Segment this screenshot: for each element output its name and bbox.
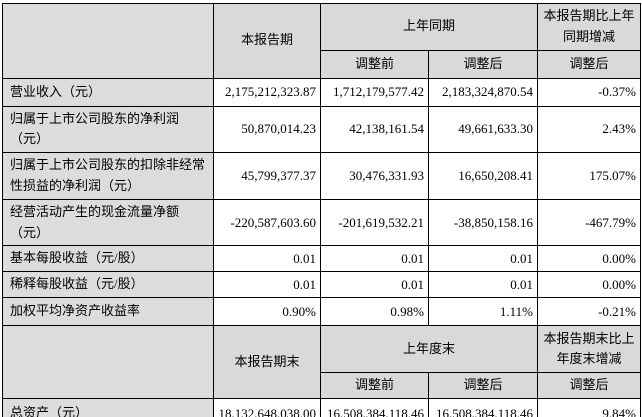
- cell-current: 45,799,377.37: [213, 152, 321, 200]
- cell-change: -0.21%: [537, 297, 642, 327]
- cell-current: 2,175,212,323.87: [213, 77, 321, 107]
- table-row-net-profit: 归属于上市公司股东的净利润（元） 50,870,014.23 42,138,16…: [2, 105, 642, 154]
- row-label: 归属于上市公司股东的净利润（元）: [2, 105, 214, 154]
- table-row-diluted-eps: 稀释每股收益（元/股） 0.01 0.01 0.01 0.00%: [2, 271, 642, 299]
- cell-change: -0.37%: [537, 77, 642, 107]
- subheader-after-adjust: 调整后: [427, 49, 539, 79]
- row-label: 总资产（元）: [2, 398, 214, 417]
- header-current-period-end: 本报告期末: [213, 325, 321, 400]
- cell-current: 0.01: [213, 245, 321, 273]
- header-current-period: 本报告期: [213, 3, 321, 79]
- cell-after-adjust: -38,850,158.16: [427, 198, 539, 247]
- table-row-total-assets: 总资产（元） 18,132,648,038.00 16,508,384,118.…: [2, 398, 642, 417]
- cell-current: 0.90%: [213, 297, 321, 327]
- cell-current: 18,132,648,038.00: [213, 398, 321, 417]
- subheader-before-adjust: 调整前: [320, 49, 429, 79]
- cell-change: 175.07%: [537, 152, 642, 200]
- cell-before-adjust: 42,138,161.54: [320, 105, 429, 154]
- subheader-change-after-adjust: 调整后: [537, 49, 642, 79]
- corner-cell-section1: [2, 3, 214, 79]
- cell-change: 0.00%: [537, 271, 642, 299]
- cell-before-adjust: 0.01: [320, 245, 429, 273]
- row-label: 归属于上市公司股东的扣除非经常性损益的净利润（元）: [2, 152, 214, 200]
- corner-cell-section2: [2, 325, 214, 400]
- cell-after-adjust: 2,183,324,870.54: [427, 77, 539, 107]
- financial-summary-table: 本报告期 上年同期 本报告期比上年同期增减 调整前 调整后 调整后 营业收入（元…: [2, 3, 642, 417]
- cell-before-adjust: 16,508,384,118.46: [320, 398, 429, 417]
- cell-after-adjust: 1.11%: [427, 297, 539, 327]
- cell-after-adjust: 0.01: [427, 245, 539, 273]
- cell-after-adjust: 49,661,633.30: [427, 105, 539, 154]
- cell-current: 50,870,014.23: [213, 105, 321, 154]
- header-period-end-change: 本报告期末比上年度末增减: [537, 325, 642, 374]
- table-row-basic-eps: 基本每股收益（元/股） 0.01 0.01 0.01 0.00%: [2, 245, 642, 273]
- cell-current: -220,587,603.60: [213, 198, 321, 247]
- header-prior-period-group: 上年同期: [319, 3, 539, 51]
- row-label: 稀释每股收益（元/股）: [2, 271, 214, 299]
- row-label: 基本每股收益（元/股）: [2, 245, 214, 273]
- header-period-change: 本报告期比上年同期增减: [537, 3, 642, 51]
- cell-after-adjust: 16,508,384,118.46: [427, 398, 539, 417]
- row-label: 营业收入（元）: [2, 77, 214, 107]
- table-row-operating-cash-flow: 经营活动产生的现金流量净额（元） -220,587,603.60 -201,61…: [2, 198, 642, 247]
- cell-before-adjust: 30,476,331.93: [320, 152, 429, 200]
- table-row-revenue: 营业收入（元） 2,175,212,323.87 1,712,179,577.4…: [2, 77, 642, 107]
- row-label: 加权平均净资产收益率: [2, 297, 214, 327]
- cell-after-adjust: 16,650,208.41: [427, 152, 539, 200]
- row-label: 经营活动产生的现金流量净额（元）: [2, 198, 214, 247]
- subheader-change-after-adjust: 调整后: [537, 372, 642, 400]
- cell-before-adjust: -201,619,532.21: [320, 198, 429, 247]
- cell-change: 9.84%: [537, 398, 642, 417]
- subheader-before-adjust: 调整前: [320, 372, 429, 400]
- cell-current: 0.01: [213, 271, 321, 299]
- cell-change: -467.79%: [537, 198, 642, 247]
- table-row-net-profit-excl-nonrecurring: 归属于上市公司股东的扣除非经常性损益的净利润（元） 45,799,377.37 …: [2, 152, 642, 200]
- cell-before-adjust: 0.98%: [320, 297, 429, 327]
- header-prior-year-end-group: 上年度末: [319, 325, 539, 374]
- cell-change: 2.43%: [537, 105, 642, 154]
- cell-change: 0.00%: [537, 245, 642, 273]
- cell-before-adjust: 0.01: [320, 271, 429, 299]
- cell-after-adjust: 0.01: [427, 271, 539, 299]
- table-row-weighted-avg-roe: 加权平均净资产收益率 0.90% 0.98% 1.11% -0.21%: [2, 297, 642, 327]
- cell-before-adjust: 1,712,179,577.42: [320, 77, 429, 107]
- subheader-after-adjust: 调整后: [427, 372, 539, 400]
